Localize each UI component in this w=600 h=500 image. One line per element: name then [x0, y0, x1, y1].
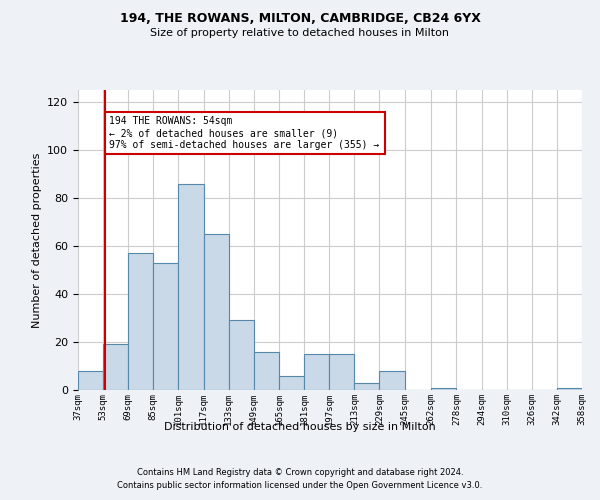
Bar — [254, 352, 279, 390]
Bar — [379, 371, 404, 390]
Bar — [178, 184, 203, 390]
Text: Contains public sector information licensed under the Open Government Licence v3: Contains public sector information licen… — [118, 482, 482, 490]
Text: Size of property relative to detached houses in Milton: Size of property relative to detached ho… — [151, 28, 449, 38]
Bar — [128, 253, 154, 390]
Text: Distribution of detached houses by size in Milton: Distribution of detached houses by size … — [164, 422, 436, 432]
Bar — [229, 320, 254, 390]
Text: 194 THE ROWANS: 54sqm
← 2% of detached houses are smaller (9)
97% of semi-detach: 194 THE ROWANS: 54sqm ← 2% of detached h… — [109, 116, 380, 150]
Bar — [154, 263, 178, 390]
Bar — [78, 371, 103, 390]
Text: Contains HM Land Registry data © Crown copyright and database right 2024.: Contains HM Land Registry data © Crown c… — [137, 468, 463, 477]
Bar — [103, 344, 128, 390]
Y-axis label: Number of detached properties: Number of detached properties — [32, 152, 41, 328]
Bar — [557, 388, 582, 390]
Bar — [431, 388, 457, 390]
Bar — [355, 383, 379, 390]
Text: 194, THE ROWANS, MILTON, CAMBRIDGE, CB24 6YX: 194, THE ROWANS, MILTON, CAMBRIDGE, CB24… — [119, 12, 481, 26]
Bar — [329, 354, 355, 390]
Bar — [304, 354, 329, 390]
Bar — [203, 234, 229, 390]
Bar — [279, 376, 304, 390]
